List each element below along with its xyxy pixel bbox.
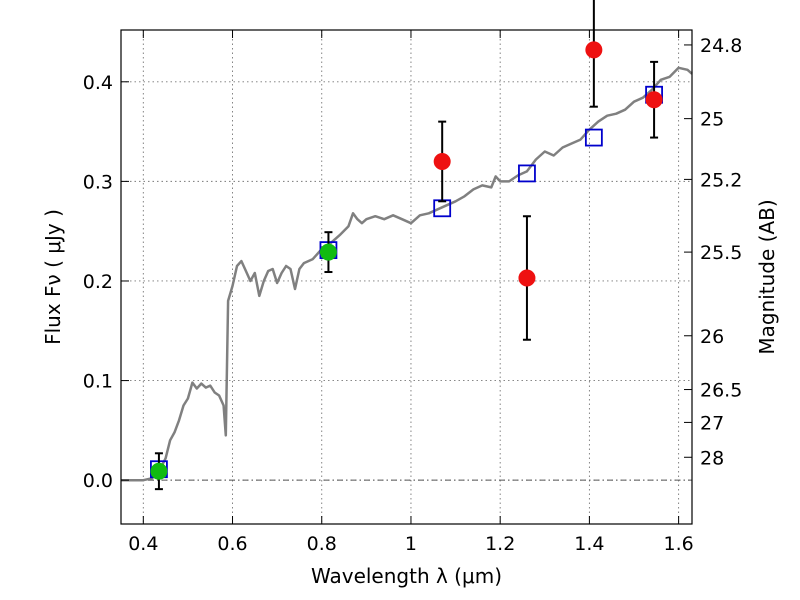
x-tick-label-0: 0.4	[128, 533, 158, 555]
model-photometry	[150, 85, 663, 479]
plot-frame	[120, 29, 693, 525]
x-tick-label-2: 0.8	[307, 533, 337, 555]
model-photometry-square-3	[518, 164, 536, 183]
right-tick-label-7: 28	[700, 447, 724, 469]
model-spectrum	[121, 66, 693, 482]
right-tick-label-2: 25.2	[700, 169, 742, 191]
model-spectrum-line	[121, 66, 693, 482]
detection-point-2	[585, 41, 603, 59]
axis-ticks: 0.4 0.6 0.8 1 1.2 1.4 1.6 0.0 0.1 0.2 0.3 0.4 24.8 25…	[83, 30, 742, 555]
right-tick-label-1: 25	[700, 109, 724, 131]
detection-point-0	[433, 152, 451, 170]
right-axis-title: Magnitude (AB)	[755, 199, 779, 354]
x-tick-label-6: 1.6	[664, 533, 694, 555]
y-tick-label-4: 0.4	[83, 72, 113, 94]
x-axis-title: Wavelength λ (μm)	[311, 564, 502, 588]
y-axis-title: Flux Fν ( μJy )	[41, 209, 65, 345]
right-tick-label-6: 27	[700, 412, 724, 434]
right-tick-label-5: 26.5	[700, 380, 742, 402]
right-tick-label-3: 25.5	[700, 242, 742, 264]
model-photometry-square-4	[584, 128, 603, 147]
x-tick-label-3: 1	[405, 533, 417, 555]
x-tick-label-4: 1.2	[485, 533, 515, 555]
grid	[121, 30, 692, 524]
y-tick-label-3: 0.3	[83, 171, 113, 193]
right-tick-label-0: 24.8	[700, 35, 742, 57]
measured-points	[150, 41, 663, 480]
y-tick-label-2: 0.2	[83, 271, 113, 293]
detection-point-3	[645, 91, 663, 109]
upper-limit-point-1	[319, 243, 337, 261]
right-tick-label-4: 26	[700, 326, 724, 348]
y-tick-label-0: 0.0	[83, 470, 113, 492]
x-tick-label-1: 0.6	[217, 533, 247, 555]
error-bars	[154, 0, 659, 491]
y-tick-label-1: 0.1	[83, 371, 113, 393]
x-tick-label-5: 1.4	[574, 533, 604, 555]
detection-point-1	[518, 269, 536, 287]
upper-limit-point-0	[150, 462, 168, 480]
